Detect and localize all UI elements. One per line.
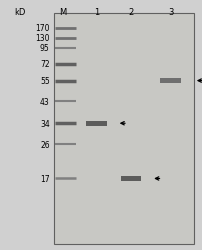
Text: 3: 3 bbox=[167, 8, 172, 16]
Bar bbox=[120, 176, 140, 181]
Text: 2: 2 bbox=[128, 8, 133, 16]
Text: 130: 130 bbox=[35, 34, 49, 43]
Text: 170: 170 bbox=[35, 24, 49, 33]
Text: 43: 43 bbox=[40, 98, 49, 106]
Text: 1: 1 bbox=[93, 8, 99, 16]
Text: kD: kD bbox=[15, 8, 26, 16]
Bar bbox=[54, 14, 193, 244]
Text: M: M bbox=[59, 8, 66, 16]
Text: 55: 55 bbox=[40, 77, 49, 86]
Text: 72: 72 bbox=[40, 60, 49, 69]
Text: 17: 17 bbox=[40, 174, 49, 183]
Text: 34: 34 bbox=[40, 119, 49, 128]
Text: 95: 95 bbox=[40, 44, 49, 53]
Text: 26: 26 bbox=[40, 140, 49, 149]
Bar bbox=[86, 122, 106, 126]
Bar bbox=[160, 79, 180, 84]
